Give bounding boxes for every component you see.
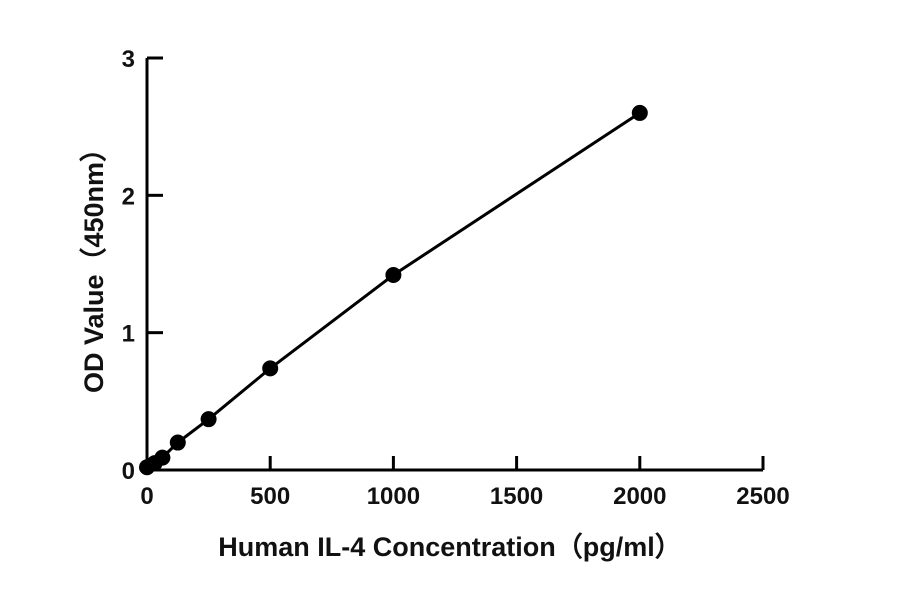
x-tick-label: 1000 bbox=[367, 483, 420, 510]
x-tick-label: 2500 bbox=[736, 483, 789, 510]
x-ticks: 0 500 1000 1500 2000 2500 bbox=[140, 456, 790, 510]
fit-curve bbox=[145, 111, 642, 469]
x-axis-title: Human IL-4 Concentration（pg/ml） bbox=[218, 532, 682, 562]
data-point bbox=[385, 266, 402, 283]
x-tick-label: 2000 bbox=[613, 483, 666, 510]
y-tick-label: 2 bbox=[122, 183, 135, 210]
data-point bbox=[200, 411, 217, 428]
y-tick-label: 0 bbox=[122, 458, 135, 485]
x-tick-label: 500 bbox=[250, 483, 290, 510]
fit-curve-group bbox=[145, 111, 642, 469]
data-point bbox=[154, 449, 171, 466]
y-axis-title: OD Value（450nm） bbox=[79, 135, 109, 393]
x-tick-label: 1500 bbox=[490, 483, 543, 510]
axes bbox=[145, 58, 763, 472]
y-tick-label: 3 bbox=[122, 46, 135, 73]
data-point bbox=[262, 360, 279, 377]
data-point bbox=[169, 434, 186, 451]
data-point bbox=[631, 104, 648, 121]
x-tick-label: 0 bbox=[140, 483, 153, 510]
y-tick-label: 1 bbox=[122, 321, 135, 348]
data-points bbox=[139, 104, 648, 476]
y-ticks: 0 1 2 3 bbox=[122, 46, 163, 485]
